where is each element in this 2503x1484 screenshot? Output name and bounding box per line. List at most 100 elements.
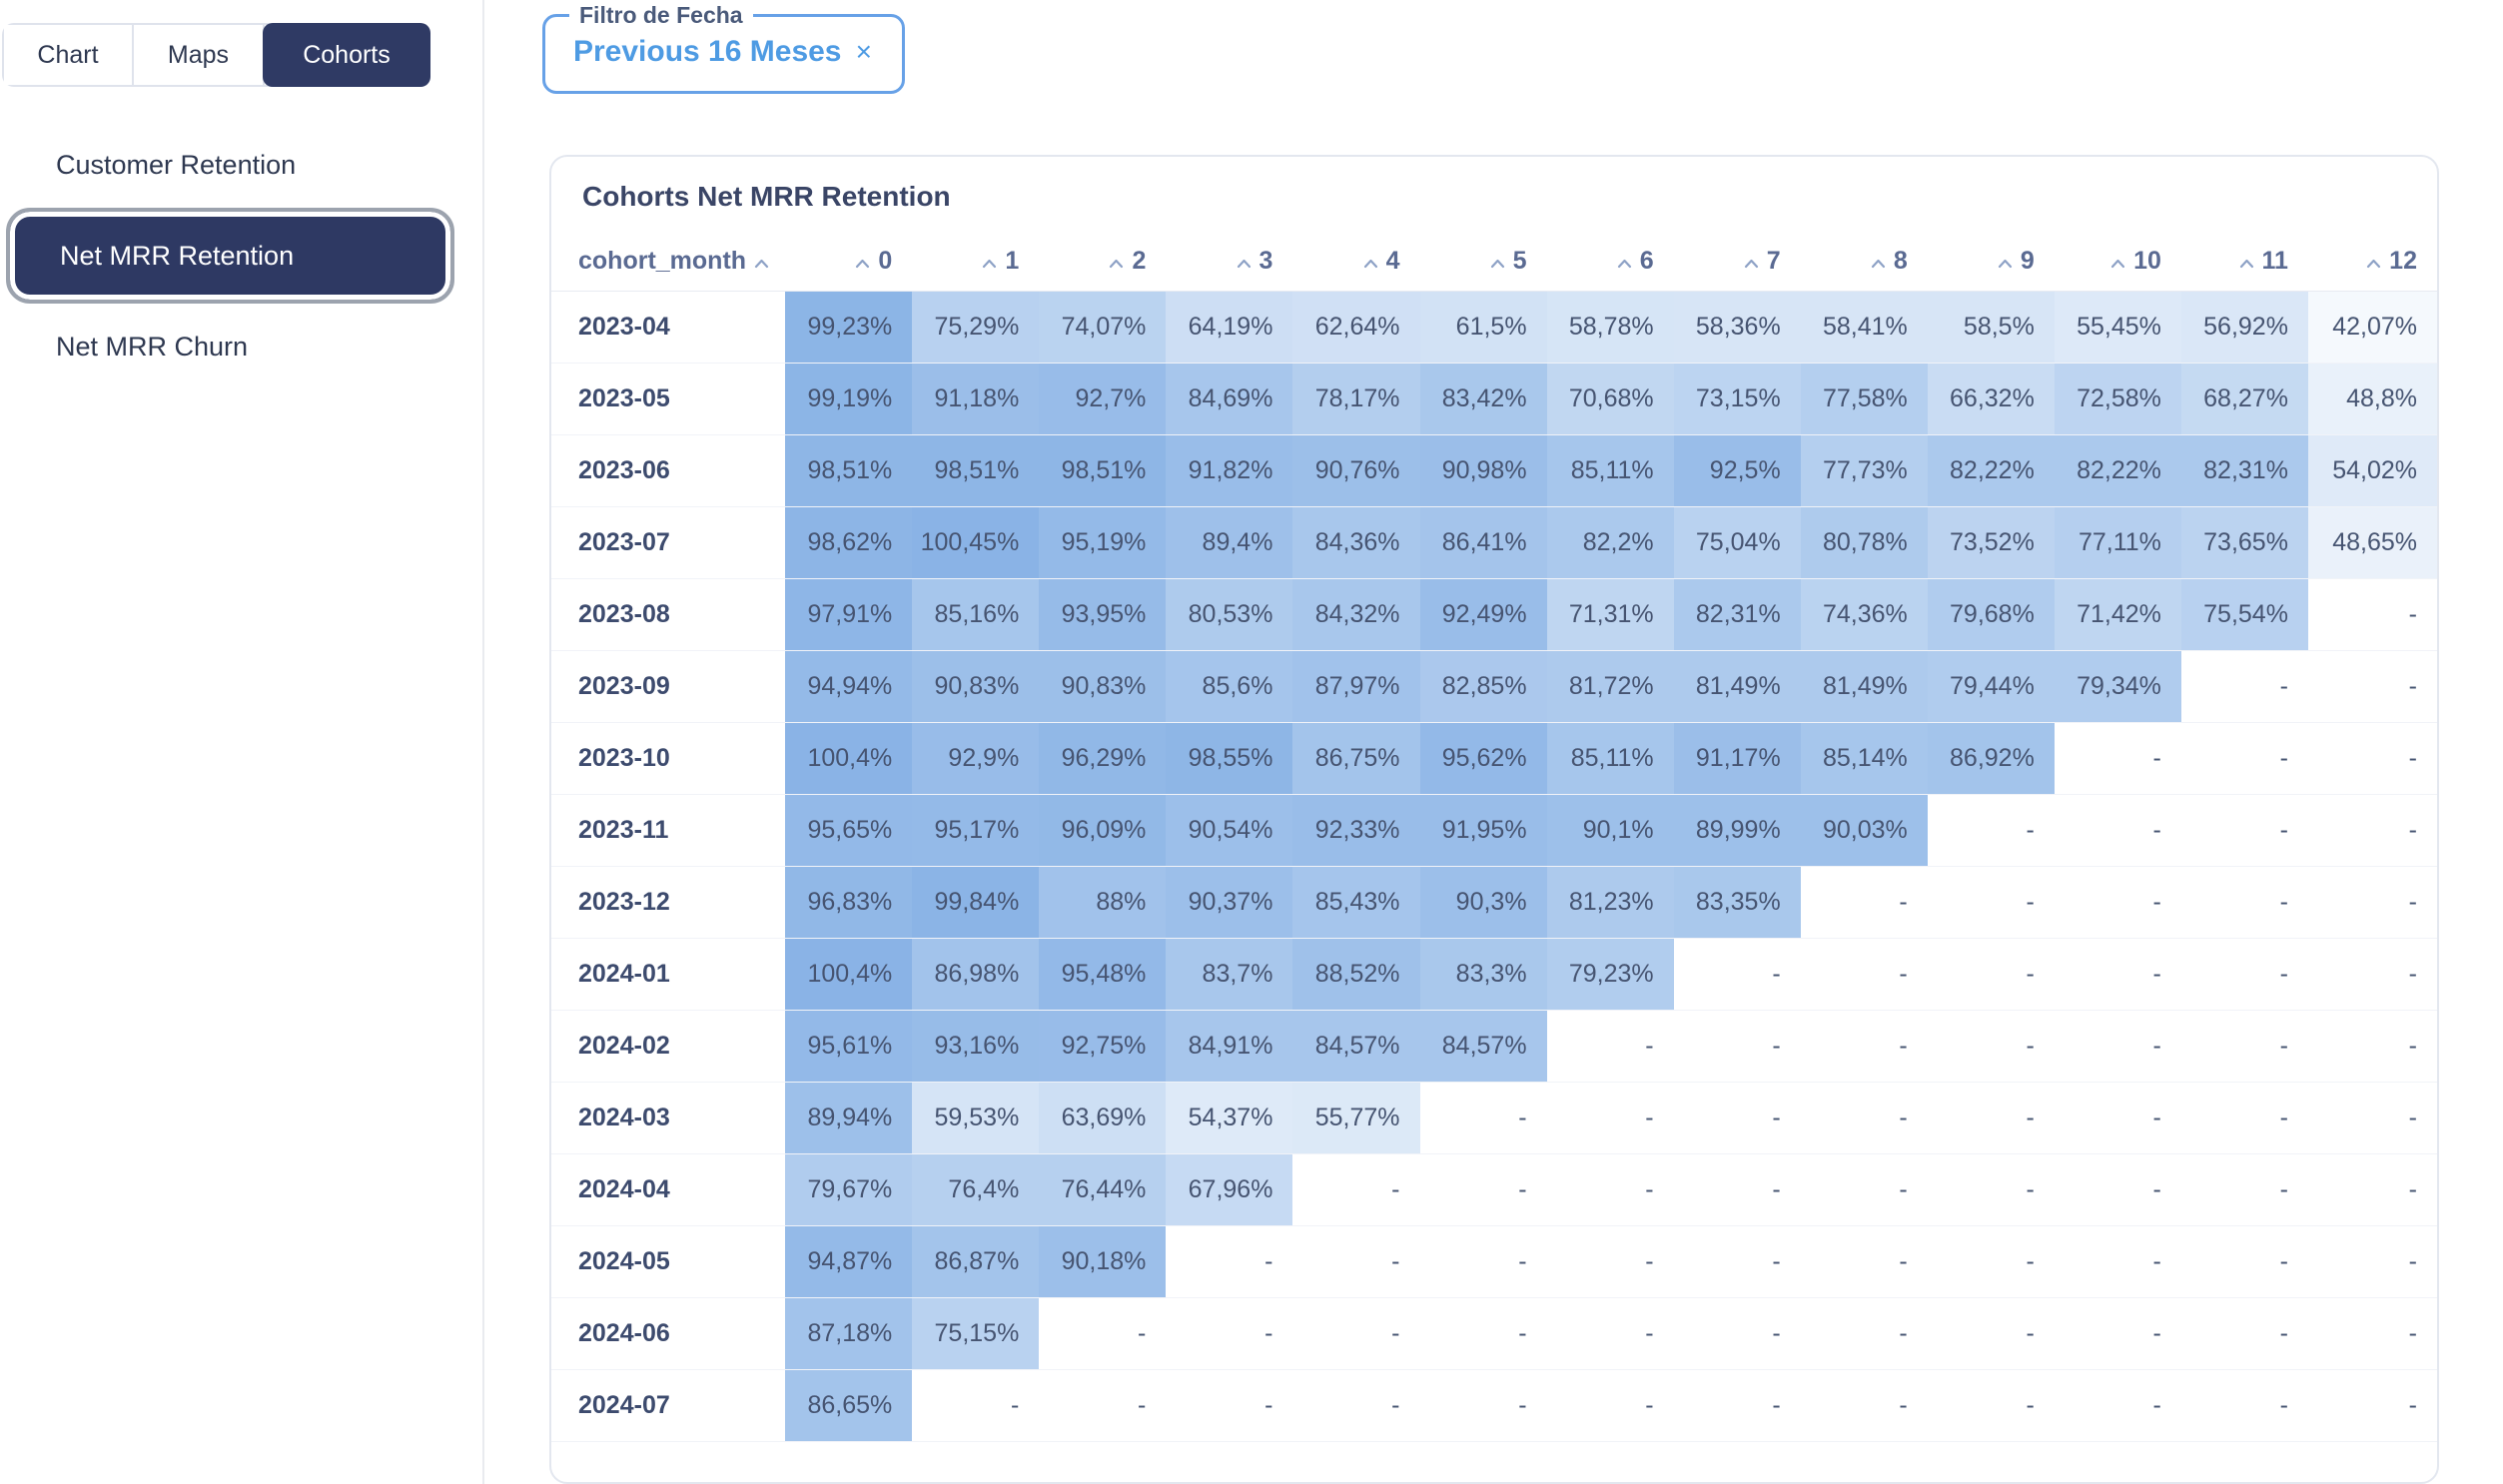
- heatmap-cell: 92,7%: [1039, 364, 1167, 434]
- empty-cell: -: [1772, 1032, 1781, 1060]
- sort-asc-icon: [2239, 247, 2254, 276]
- nav-item-net-mrr-retention[interactable]: Net MRR Retention: [6, 208, 454, 304]
- column-header-3[interactable]: 3: [1166, 247, 1292, 276]
- heatmap-cell: 100,4%: [785, 723, 913, 794]
- heatmap-cell: 78,17%: [1292, 364, 1420, 434]
- empty-cell: -: [2279, 1175, 2288, 1203]
- heatmap-cell: 96,09%: [1039, 795, 1167, 866]
- empty-cell: -: [2279, 1319, 2288, 1347]
- heatmap-cell: 55,45%: [2054, 292, 2181, 363]
- heatmap-cell: 64,19%: [1166, 292, 1293, 363]
- heatmap-cell: 54,37%: [1166, 1083, 1293, 1153]
- empty-cell: -: [1899, 888, 1908, 916]
- empty-cell: -: [1645, 1032, 1654, 1060]
- cohort-month-cell: 2023-08: [551, 579, 786, 650]
- cohort-month-cell: 2023-07: [551, 507, 786, 578]
- empty-cell: -: [2408, 1104, 2417, 1131]
- heatmap-cell: 91,18%: [912, 364, 1040, 434]
- empty-cell: -: [2026, 1104, 2035, 1131]
- heatmap-cell: 58,36%: [1673, 292, 1801, 363]
- heatmap-cell: 77,58%: [1800, 364, 1928, 434]
- empty-cell: -: [2152, 1175, 2161, 1203]
- heatmap-cell: 82,85%: [1419, 651, 1547, 722]
- empty-cell: -: [2026, 816, 2035, 844]
- heatmap-cell: 72,58%: [2054, 364, 2181, 434]
- nav-item-net-mrr-churn[interactable]: Net MRR Churn: [56, 331, 249, 362]
- heatmap-cell: 92,5%: [1673, 435, 1801, 506]
- heatmap-cell: 85,11%: [1546, 435, 1674, 506]
- nav-item-customer-retention[interactable]: Customer Retention: [56, 149, 297, 180]
- column-header-label: 4: [1385, 247, 1400, 275]
- column-header-7[interactable]: 7: [1674, 247, 1801, 276]
- heatmap-cell: 74,36%: [1800, 579, 1928, 650]
- heatmap-cell: 86,92%: [1927, 723, 2055, 794]
- close-icon[interactable]: ×: [852, 38, 876, 66]
- tab-chart[interactable]: Chart: [4, 25, 134, 85]
- empty-cell: -: [2152, 1391, 2161, 1419]
- heatmap-cell: 80,78%: [1800, 507, 1928, 578]
- date-filter-value[interactable]: Previous 16 Meses: [573, 35, 842, 68]
- column-header-9[interactable]: 9: [1928, 247, 2055, 276]
- table-title: Cohorts Net MRR Retention: [582, 181, 951, 212]
- heatmap-cell: 92,33%: [1292, 795, 1420, 866]
- column-header-label: 2: [1132, 247, 1147, 275]
- heatmap-cell: 86,65%: [785, 1370, 913, 1441]
- column-header-0[interactable]: 0: [785, 247, 912, 276]
- empty-cell: -: [1772, 1175, 1781, 1203]
- column-header-4[interactable]: 4: [1292, 247, 1419, 276]
- heatmap-cell: 75,54%: [2180, 579, 2308, 650]
- empty-cell: -: [2026, 1175, 2035, 1203]
- table-row: 2024-02 95,61% 93,16% 92,75% 84,91% 84,57% 84,…: [551, 1011, 2437, 1083]
- column-header-8[interactable]: 8: [1801, 247, 1928, 276]
- empty-cell: -: [1264, 1247, 1273, 1275]
- heatmap-cell: 92,75%: [1039, 1011, 1167, 1082]
- empty-cell: -: [2279, 1104, 2288, 1131]
- sort-asc-icon: [855, 247, 870, 276]
- cohort-month-cell: 2023-09: [551, 651, 786, 722]
- heatmap-cell: 90,1%: [1546, 795, 1674, 866]
- table-row: 2023-10 100,4% 92,9% 96,29% 98,55% 86,75% 95,6…: [551, 723, 2437, 795]
- column-header-label: 0: [878, 247, 893, 275]
- cohort-month-cell: 2024-03: [551, 1083, 786, 1153]
- heatmap-cell: 71,42%: [2054, 579, 2181, 650]
- main-content: Filtro de Fecha Previous 16 Meses × Coho…: [486, 0, 2503, 1484]
- heatmap-cell: 85,14%: [1800, 723, 1928, 794]
- cohort-month-cell: 2023-10: [551, 723, 786, 794]
- empty-cell: -: [1645, 1175, 1654, 1203]
- empty-cell: -: [2408, 1391, 2417, 1419]
- table-row: 2023-06 98,51% 98,51% 98,51% 91,82% 90,76% 90,…: [551, 435, 2437, 507]
- heatmap-cell: 91,82%: [1166, 435, 1293, 506]
- empty-cell: -: [1899, 1391, 1908, 1419]
- empty-cell: -: [1391, 1319, 1400, 1347]
- heatmap-cell: 75,04%: [1673, 507, 1801, 578]
- date-filter-label: Filtro de Fecha: [579, 2, 743, 28]
- column-header-12[interactable]: 12: [2308, 247, 2437, 276]
- heatmap-cell: 85,11%: [1546, 723, 1674, 794]
- heatmap-cell: 95,61%: [785, 1011, 913, 1082]
- column-header-cohort-month[interactable]: cohort_month: [551, 247, 785, 276]
- column-header-1[interactable]: 1: [912, 247, 1039, 276]
- sort-asc-icon: [1617, 247, 1632, 276]
- tab-maps[interactable]: Maps: [134, 25, 265, 85]
- empty-cell: -: [1518, 1319, 1527, 1347]
- sort-asc-icon: [982, 247, 997, 276]
- column-header-label: cohort_month: [578, 247, 747, 275]
- empty-cell: -: [2408, 600, 2417, 628]
- column-header-2[interactable]: 2: [1039, 247, 1166, 276]
- column-header-6[interactable]: 6: [1547, 247, 1674, 276]
- column-header-label: 3: [1258, 247, 1273, 275]
- heatmap-cell: 93,95%: [1039, 579, 1167, 650]
- tab-cohorts[interactable]: Cohorts: [263, 23, 430, 87]
- column-header-11[interactable]: 11: [2181, 247, 2308, 276]
- column-header-label: 8: [1893, 247, 1908, 275]
- date-filter[interactable]: Filtro de Fecha Previous 16 Meses ×: [542, 2, 905, 94]
- empty-cell: -: [2152, 744, 2161, 772]
- column-header-5[interactable]: 5: [1420, 247, 1547, 276]
- heatmap-cell: 90,76%: [1292, 435, 1420, 506]
- empty-cell: -: [1518, 1104, 1527, 1131]
- empty-cell: -: [2279, 744, 2288, 772]
- column-header-10[interactable]: 10: [2055, 247, 2181, 276]
- empty-cell: -: [2026, 1032, 2035, 1060]
- empty-cell: -: [2408, 1247, 2417, 1275]
